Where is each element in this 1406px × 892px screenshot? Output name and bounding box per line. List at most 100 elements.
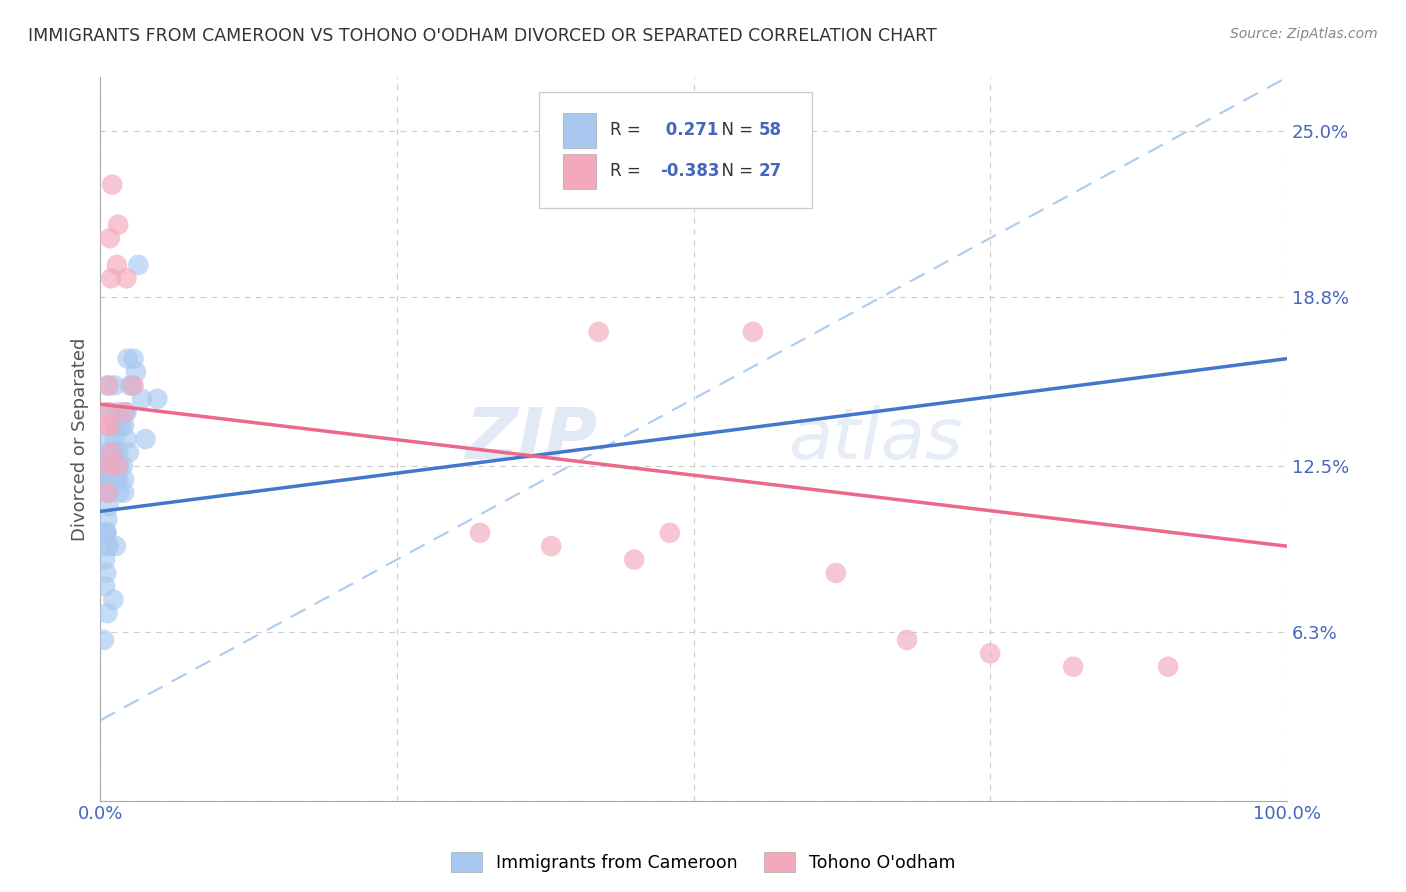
Point: [896, 632, 918, 647]
Point: [97, 472, 120, 486]
Point: [96, 432, 118, 446]
Point: [105, 472, 128, 486]
Point: [96, 566, 118, 580]
Point: [741, 325, 763, 339]
Point: [108, 458, 131, 473]
Point: [98, 418, 121, 433]
Point: [103, 472, 125, 486]
Text: N =: N =: [711, 121, 759, 139]
Point: [96, 485, 118, 500]
Point: [96, 525, 118, 540]
Point: [104, 418, 127, 433]
Point: [103, 432, 125, 446]
Point: [115, 271, 138, 285]
Point: [658, 525, 681, 540]
Point: [111, 418, 134, 433]
Point: [115, 405, 138, 419]
Point: [103, 592, 125, 607]
Text: 27: 27: [759, 162, 782, 180]
Point: [97, 539, 120, 553]
Point: [623, 552, 645, 566]
Point: [979, 646, 1001, 660]
Point: [112, 405, 135, 419]
Point: [122, 378, 145, 392]
FancyBboxPatch shape: [540, 92, 813, 208]
Point: [134, 432, 156, 446]
Point: [1157, 659, 1180, 673]
Legend: Immigrants from Cameroon, Tohono O'odham: Immigrants from Cameroon, Tohono O'odham: [444, 845, 962, 879]
Point: [101, 178, 124, 192]
Point: [96, 539, 118, 553]
Point: [111, 458, 134, 473]
Point: [118, 445, 141, 459]
Point: [127, 258, 149, 272]
Bar: [562, 154, 596, 189]
Point: [94, 579, 117, 593]
Point: [131, 392, 153, 406]
Point: [105, 258, 128, 272]
Point: [146, 392, 169, 406]
Point: [98, 231, 121, 245]
Point: [96, 405, 118, 419]
Point: [97, 458, 120, 473]
Text: N =: N =: [711, 162, 759, 180]
Text: R =: R =: [610, 121, 647, 139]
Text: 58: 58: [759, 121, 782, 139]
Point: [96, 525, 118, 540]
Point: [107, 472, 129, 486]
Point: [115, 432, 138, 446]
Point: [96, 378, 118, 392]
Point: [107, 218, 129, 232]
Point: [96, 418, 118, 433]
Point: [125, 365, 148, 379]
Point: [101, 445, 124, 459]
Point: [100, 445, 122, 459]
Point: [98, 458, 121, 473]
Point: [468, 525, 491, 540]
Point: [94, 552, 117, 566]
Point: [122, 351, 145, 366]
Point: [100, 472, 122, 486]
Point: [107, 458, 129, 473]
Point: [540, 539, 562, 553]
Point: [97, 485, 120, 500]
Point: [112, 485, 135, 500]
Point: [100, 458, 122, 473]
Point: [96, 606, 118, 620]
Text: -0.383: -0.383: [661, 162, 720, 180]
Point: [98, 472, 121, 486]
Point: [114, 405, 136, 419]
Point: [117, 351, 139, 366]
Point: [588, 325, 610, 339]
Text: R =: R =: [610, 162, 647, 180]
Point: [93, 632, 115, 647]
Point: [97, 445, 120, 459]
Text: 0.271: 0.271: [661, 121, 718, 139]
Point: [1062, 659, 1084, 673]
Point: [97, 485, 120, 500]
Point: [100, 271, 122, 285]
Point: [825, 566, 848, 580]
Bar: [562, 113, 596, 147]
Point: [98, 458, 121, 473]
Point: [103, 378, 125, 392]
Y-axis label: Divorced or Separated: Divorced or Separated: [72, 337, 89, 541]
Point: [107, 445, 129, 459]
Point: [108, 485, 131, 500]
Point: [100, 445, 122, 459]
Point: [97, 378, 120, 392]
Text: IMMIGRANTS FROM CAMEROON VS TOHONO O'ODHAM DIVORCED OR SEPARATED CORRELATION CHA: IMMIGRANTS FROM CAMEROON VS TOHONO O'ODH…: [28, 27, 936, 45]
Point: [97, 499, 120, 513]
Text: atlas: atlas: [789, 405, 963, 474]
Point: [107, 405, 129, 419]
Point: [112, 472, 135, 486]
Point: [104, 539, 127, 553]
Point: [98, 405, 121, 419]
Point: [121, 378, 143, 392]
Point: [118, 378, 141, 392]
Point: [96, 512, 118, 526]
Text: Source: ZipAtlas.com: Source: ZipAtlas.com: [1230, 27, 1378, 41]
Point: [105, 418, 128, 433]
Point: [96, 525, 118, 540]
Point: [104, 445, 127, 459]
